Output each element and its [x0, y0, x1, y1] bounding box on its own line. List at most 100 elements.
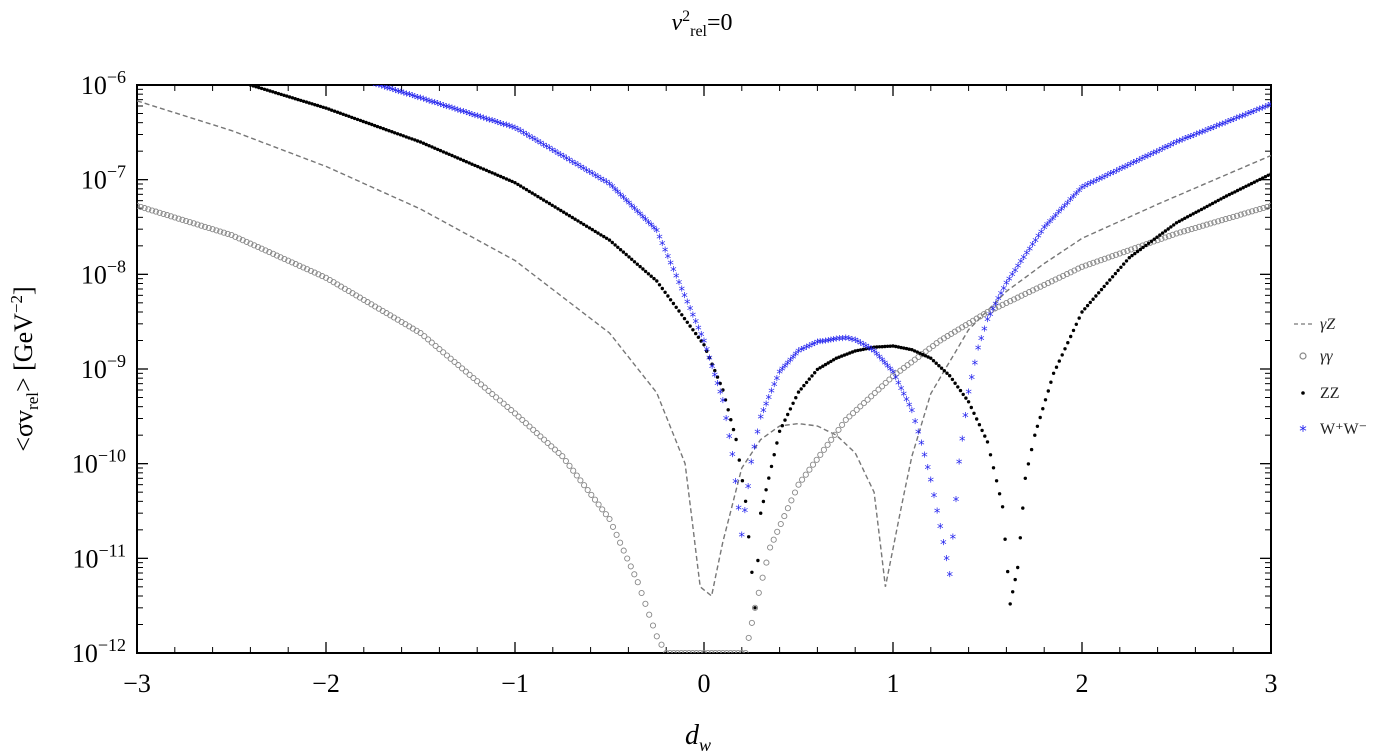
data-point-gammagamma: [642, 600, 649, 607]
data-point-zz: [567, 214, 572, 218]
data-point-zz: [447, 152, 451, 156]
data-point-ww: *: [592, 171, 599, 186]
data-point-gammagamma: [595, 501, 602, 508]
data-point-ww: *: [901, 390, 908, 405]
data-point-ww: *: [895, 378, 902, 393]
data-point-gammagamma: [566, 462, 573, 469]
data-point-ww: *: [709, 362, 716, 377]
data-point-zz: [596, 231, 600, 235]
data-point-ww: *: [662, 246, 669, 261]
data-point-ww: *: [921, 451, 928, 466]
data-point-ww: *: [1188, 132, 1195, 147]
data-point-zz: [632, 260, 637, 264]
data-point-gammagamma: [1135, 243, 1142, 250]
data-point-ww: *: [370, 79, 377, 94]
data-point-ww: *: [1029, 240, 1036, 255]
data-point-gammagamma: [270, 250, 277, 257]
data-point-gammagamma: [666, 649, 674, 653]
data-point-ww: *: [659, 239, 666, 254]
data-point-ww: *: [1044, 220, 1051, 235]
data-point-gammagamma: [236, 235, 243, 242]
data-point-zz: [747, 535, 751, 539]
data-point-gammagamma: [638, 589, 645, 597]
data-point-gammagamma: [868, 393, 875, 400]
data-point-ww: *: [620, 193, 627, 208]
data-point-zz: [1046, 389, 1051, 393]
data-point-ww: *: [1196, 129, 1203, 144]
data-point-zz: [579, 221, 583, 225]
data-point-gammagamma: [738, 649, 745, 653]
y-tick-exponent: −8: [107, 256, 126, 276]
data-point-ww: *: [868, 345, 875, 360]
data-point-zz: [524, 187, 529, 192]
data-point-ww: *: [1073, 189, 1080, 204]
data-point-zz: [350, 115, 354, 120]
data-point-ww: *: [1182, 134, 1189, 149]
data-point-zz: [327, 107, 331, 111]
data-point-zz: [1238, 187, 1243, 191]
data-point-zz: [915, 350, 919, 354]
data-point-gammagamma: [1131, 245, 1138, 252]
data-point-ww: *: [617, 190, 624, 205]
data-point-gammagamma: [591, 496, 599, 503]
data-point-gammagamma: [201, 223, 209, 230]
data-point-zz: [888, 344, 892, 348]
data-point-ww: *: [739, 531, 746, 546]
data-point-ww: *: [934, 506, 941, 521]
x-axis-label: dw: [685, 720, 711, 752]
data-point-ww: *: [1176, 137, 1183, 152]
data-point-gammagamma: [319, 273, 326, 280]
data-point-ww: *: [1147, 150, 1154, 165]
data-point-zz: [630, 257, 634, 261]
data-point-zz: [867, 346, 871, 350]
data-point-gammagamma: [864, 396, 871, 403]
data-point-ww: *: [1018, 257, 1025, 272]
data-point-ww: *: [937, 522, 944, 537]
data-point-gammagamma: [697, 649, 704, 653]
data-point-ww: *: [446, 103, 453, 118]
data-point-zz: [696, 335, 701, 339]
data-point-zz: [807, 377, 811, 381]
data-point-ww: *: [1130, 158, 1137, 173]
data-point-zz: [381, 126, 385, 131]
data-point-zz: [802, 383, 806, 388]
data-point-gammagamma: [156, 209, 163, 216]
data-point-ww: *: [981, 325, 988, 340]
data-point-zz: [541, 198, 546, 202]
data-point-zz: [1043, 398, 1048, 402]
data-point-gammagamma: [548, 443, 555, 450]
data-point-gammagamma: [908, 359, 915, 366]
data-point-gammagamma: [999, 301, 1006, 308]
data-point-zz: [1105, 281, 1109, 285]
data-point-gammagamma: [251, 242, 258, 249]
data-point-zz: [950, 377, 955, 382]
data-point-zz: [1169, 225, 1173, 229]
data-point-gammagamma: [685, 649, 692, 653]
data-point-ww: *: [1021, 253, 1028, 268]
data-point-gammagamma: [602, 511, 609, 518]
data-point-ww: *: [417, 94, 424, 109]
data-point-gammagamma: [296, 262, 303, 269]
data-point-ww: *: [412, 92, 419, 107]
data-point-ww: *: [628, 201, 635, 216]
data-point-zz: [646, 272, 651, 276]
data-point-gammagamma: [900, 364, 907, 371]
data-point-ww: *: [612, 185, 619, 200]
data-point-zz: [257, 85, 261, 90]
data-point-zz: [499, 174, 503, 179]
data-point-zz: [1194, 210, 1198, 214]
data-point-zz: [641, 267, 645, 271]
data-point-ww: *: [615, 188, 622, 203]
data-point-gammagamma: [1192, 224, 1199, 232]
data-point-gammagamma: [179, 216, 186, 223]
data-point-zz: [899, 345, 903, 350]
data-point-zz: [1249, 181, 1254, 186]
y-tick-exponent: −7: [107, 162, 126, 182]
data-point-zz: [1066, 341, 1070, 345]
data-point-ww: *: [1208, 124, 1215, 139]
data-point-ww: *: [503, 121, 510, 136]
data-point-zz: [958, 388, 963, 393]
data-point-zz: [436, 147, 440, 152]
data-point-gammagamma: [631, 571, 638, 578]
